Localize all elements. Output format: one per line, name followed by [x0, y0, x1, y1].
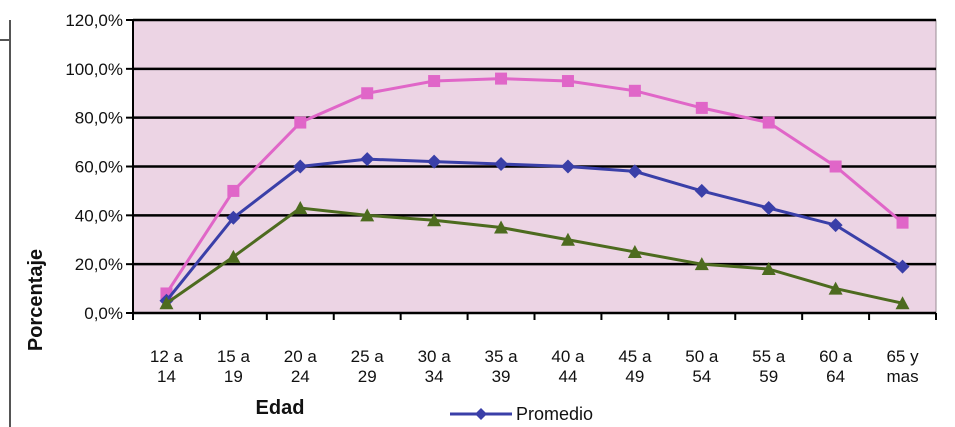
data-point	[494, 157, 509, 172]
data-point	[896, 216, 909, 229]
y-tick-label: 100,0%	[65, 60, 123, 79]
y-tick-label: 80,0%	[75, 109, 123, 128]
data-point	[560, 159, 575, 174]
data-point	[494, 220, 509, 234]
data-point	[762, 116, 775, 129]
y-tick-label: 60,0%	[75, 158, 123, 177]
series-line-1	[165, 77, 904, 295]
y-axis-title: Porcentaje	[25, 249, 47, 351]
data-point	[627, 244, 642, 258]
data-point	[895, 259, 910, 274]
x-tick-label: 40 a 44	[551, 347, 585, 386]
data-point	[694, 257, 709, 271]
data-point	[361, 87, 374, 100]
data-point	[427, 213, 442, 227]
x-tick-label: 12 a 14	[150, 347, 184, 386]
data-point	[829, 160, 842, 173]
data-point	[828, 281, 843, 295]
y-tick-label: 120,0%	[65, 11, 123, 30]
x-tick-label: 25 a 29	[351, 347, 385, 386]
data-point	[428, 75, 441, 88]
data-point	[761, 201, 776, 216]
data-point	[427, 154, 442, 169]
data-point	[895, 296, 910, 310]
y-axis-tick-labels: 0,0% 20,0% 40,0% 60,0% 80,0% 100,0% 120,0%	[65, 11, 123, 323]
data-point	[627, 164, 642, 179]
series-line-2	[165, 157, 904, 302]
x-tick-label: 20 a 24	[284, 347, 318, 386]
data-point	[828, 218, 843, 233]
data-point	[226, 249, 241, 263]
x-tick-label: 30 a 34	[418, 347, 452, 386]
data-point	[561, 75, 574, 88]
series-line-3	[165, 206, 903, 305]
data-point	[695, 101, 708, 114]
data-point	[694, 183, 709, 198]
x-tick-label: 35 a 39	[484, 347, 518, 386]
legend-label: Promedio	[516, 404, 593, 424]
data-point	[227, 184, 240, 197]
x-tick-label: 65 y mas	[886, 347, 919, 386]
data-point	[761, 262, 776, 276]
x-axis: 12 a 14 15 a 19 20 a 24 25 a 29 30 a 34 35 a 39 40 a…	[132, 313, 937, 386]
x-tick-label: 15 a 19	[217, 347, 251, 386]
x-tick-label: 60 a 64	[819, 347, 853, 386]
data-point	[294, 116, 307, 129]
data-point	[293, 201, 308, 215]
x-tick-label: 50 a 54	[685, 347, 719, 386]
data-point	[560, 232, 575, 246]
y-tick-label: 0,0%	[84, 304, 123, 323]
legend-diamond-icon	[475, 408, 487, 420]
x-tick-label: 55 a 59	[752, 347, 786, 386]
y-tick-label: 20,0%	[75, 255, 123, 274]
data-point	[360, 208, 375, 222]
data-point	[495, 72, 508, 85]
legend: Promedio	[450, 404, 593, 424]
data-point	[360, 152, 375, 167]
x-tick-label: 45 a 49	[618, 347, 652, 386]
data-point	[226, 210, 241, 225]
data-point	[159, 296, 174, 310]
y-tick-label: 40,0%	[75, 206, 123, 225]
data-point	[293, 159, 308, 174]
data-point	[628, 84, 641, 97]
data-series	[159, 72, 910, 310]
x-axis-title: Edad	[256, 397, 305, 419]
